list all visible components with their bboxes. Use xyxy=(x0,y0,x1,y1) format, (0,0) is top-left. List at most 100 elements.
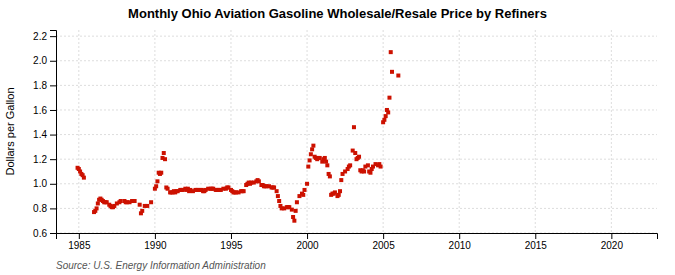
grid-line xyxy=(459,30,460,233)
point xyxy=(162,151,166,155)
point xyxy=(277,199,281,203)
tick: 1985 xyxy=(68,233,91,251)
tick: 1.4 xyxy=(33,129,56,140)
point xyxy=(389,50,393,54)
grid-line xyxy=(611,30,612,233)
grid-line xyxy=(307,30,308,233)
tick: 0.6 xyxy=(33,228,56,239)
point xyxy=(301,193,305,197)
point xyxy=(119,199,123,203)
tick-label: 1985 xyxy=(68,240,91,251)
point xyxy=(357,155,361,159)
point xyxy=(384,114,388,118)
tick: 2005 xyxy=(373,233,396,251)
point xyxy=(318,156,322,160)
point xyxy=(308,158,312,162)
point xyxy=(292,219,296,223)
grid-line xyxy=(535,30,536,233)
tick-label: 1.8 xyxy=(33,80,47,91)
source: Source: U.S. Energy Information Administ… xyxy=(56,260,266,271)
point xyxy=(276,194,280,198)
title: Monthly Ohio Aviation Gasoline Wholesale… xyxy=(128,6,547,21)
tick-label: 1990 xyxy=(144,240,167,251)
point xyxy=(390,70,394,74)
point xyxy=(140,209,144,213)
tick: 1990 xyxy=(144,233,167,251)
point xyxy=(309,152,313,156)
point xyxy=(295,200,299,204)
tick-label: 2000 xyxy=(296,240,319,251)
tick-mark xyxy=(231,233,232,239)
tick-mark xyxy=(383,233,384,239)
tick-label: 2020 xyxy=(601,240,624,251)
point xyxy=(386,110,390,114)
point xyxy=(133,199,137,203)
grid-line xyxy=(230,30,231,233)
point xyxy=(310,147,314,151)
point xyxy=(154,184,158,188)
point xyxy=(82,176,86,180)
tick: 1.0 xyxy=(33,178,56,189)
point xyxy=(353,151,357,155)
tick-mark xyxy=(50,85,56,86)
tick: 2.2 xyxy=(33,31,56,42)
point xyxy=(328,174,332,178)
grid-line xyxy=(56,109,657,110)
axis-line xyxy=(57,234,658,240)
tick-mark xyxy=(50,208,56,209)
point xyxy=(339,178,343,182)
plot: 1985 1990 1995 2000 2005 2010 2015 2020 0.6 0.8 1.… xyxy=(33,30,657,251)
grid xyxy=(56,30,657,233)
point xyxy=(166,187,170,191)
tick-label: 1995 xyxy=(220,240,243,251)
tick-mark xyxy=(50,135,56,136)
tick-mark xyxy=(50,159,56,160)
tick: 2020 xyxy=(601,233,624,251)
point xyxy=(145,204,149,208)
tick-mark xyxy=(611,233,612,239)
tick-label: 1.2 xyxy=(33,154,47,165)
point xyxy=(325,163,329,167)
tick: 1.2 xyxy=(33,154,56,165)
tick: 2015 xyxy=(525,233,548,251)
axis-line xyxy=(50,31,57,234)
tick: 1995 xyxy=(220,233,243,251)
tick-mark xyxy=(50,61,56,62)
point xyxy=(337,193,341,197)
point xyxy=(324,160,328,164)
point xyxy=(275,189,279,193)
tick-label: 0.8 xyxy=(33,203,47,214)
point xyxy=(305,182,309,186)
y-axis: 0.6 0.8 1.0 1.2 1.4 1.6 1.8 2.0 2.2 xyxy=(33,31,56,239)
point xyxy=(382,118,386,122)
tick-label: 1.4 xyxy=(33,129,47,140)
tick-mark xyxy=(50,110,56,111)
tick: 0.8 xyxy=(33,203,56,214)
tick-mark xyxy=(535,233,536,239)
point xyxy=(396,74,400,78)
point xyxy=(290,208,294,212)
point xyxy=(163,157,167,161)
point xyxy=(242,189,246,193)
tick-mark xyxy=(155,233,156,239)
tick-label: 2.0 xyxy=(33,55,47,66)
grid-line xyxy=(56,85,657,86)
grid-line xyxy=(56,208,657,209)
grid-line xyxy=(383,30,384,233)
tick: 1.6 xyxy=(33,105,56,116)
point xyxy=(149,200,153,204)
grid-line xyxy=(56,36,657,37)
point xyxy=(159,171,163,175)
tick-label: 2.2 xyxy=(33,31,47,42)
point xyxy=(338,189,342,193)
chart: 1985 1990 1995 2000 2005 2010 2015 2020 0.6 0.8 1.… xyxy=(0,0,675,275)
point xyxy=(138,203,142,207)
point xyxy=(96,201,100,205)
point xyxy=(311,144,315,148)
point xyxy=(362,169,366,173)
point xyxy=(387,96,391,100)
tick-label: 2015 xyxy=(525,240,548,251)
tick-label: 2010 xyxy=(449,240,472,251)
tick-mark xyxy=(50,36,56,37)
grid-line xyxy=(56,183,657,184)
